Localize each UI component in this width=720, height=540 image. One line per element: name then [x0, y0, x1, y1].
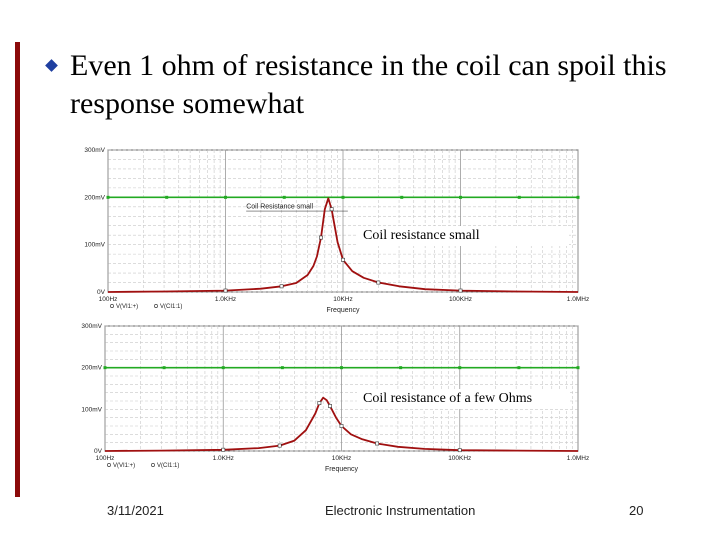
page-number: 20 — [629, 503, 644, 518]
x-tick-label: 100Hz — [99, 296, 118, 303]
y-tick-label: 300mV — [84, 147, 105, 154]
x-tick-label: 100KHz — [449, 296, 472, 303]
series-marker — [576, 195, 580, 199]
accent-bar — [15, 42, 20, 497]
x-tick-label: 1.0MHz — [567, 455, 589, 462]
x-axis-label: Frequency — [325, 466, 359, 473]
series-marker — [162, 366, 166, 370]
series-marker — [399, 366, 403, 370]
series-marker — [279, 284, 284, 289]
footer-date: 3/11/2021 — [107, 503, 164, 518]
legend-marker — [110, 304, 114, 308]
series-marker — [341, 195, 345, 199]
legend-marker — [107, 463, 111, 467]
series-marker — [517, 195, 521, 199]
series-marker — [457, 448, 462, 453]
x-tick-label: 1.0MHz — [567, 296, 589, 303]
x-axis-label: Frequency — [326, 307, 360, 314]
y-tick-label: 0V — [94, 448, 103, 455]
legend-marker — [151, 463, 155, 467]
series-marker — [221, 447, 226, 452]
annotation-few-ohms: Coil resistance of a few Ohms — [357, 389, 569, 409]
legend-entry: V(CI1:1) — [157, 463, 179, 469]
series-marker — [328, 404, 332, 408]
footer-title: Electronic Instrumentation — [325, 503, 476, 518]
legend-entry: V(VI1:+) — [116, 304, 138, 310]
series-marker — [277, 443, 282, 448]
bullet-diamond-icon — [45, 59, 58, 72]
slide-title: Even 1 ohm of resistance in the coil can… — [70, 49, 667, 120]
series-marker — [376, 280, 381, 285]
series-marker — [340, 366, 343, 370]
series-marker — [339, 424, 344, 428]
series-marker — [341, 257, 345, 262]
annotation-small-resistance: Coil resistance small — [357, 226, 569, 246]
trace-label: Coil Resistance small — [246, 204, 313, 211]
series-marker — [400, 195, 404, 199]
series-marker — [280, 366, 284, 370]
y-tick-label: 0V — [97, 289, 106, 296]
y-tick-label: 100mV — [84, 242, 105, 249]
legend-entry: V(VI1:+) — [113, 463, 135, 469]
series-marker — [224, 195, 227, 199]
series-marker — [106, 195, 110, 199]
x-tick-label: 10KHz — [333, 296, 353, 303]
x-tick-label: 100Hz — [96, 455, 115, 462]
series-line-response — [107, 197, 579, 293]
series-marker — [223, 288, 228, 293]
series-marker — [221, 366, 225, 370]
series-marker — [517, 366, 521, 370]
series-marker — [458, 366, 462, 370]
legend-marker — [154, 304, 158, 308]
y-tick-label: 300mV — [81, 323, 102, 330]
series-marker — [459, 195, 462, 199]
series-marker — [165, 195, 169, 199]
series-marker — [375, 441, 379, 446]
x-tick-label: 1.0KHz — [213, 455, 234, 462]
series-line-response — [104, 396, 579, 452]
series-marker — [458, 288, 463, 293]
series-marker — [282, 195, 286, 199]
legend-entry: V(CI1:1) — [160, 304, 182, 310]
x-tick-label: 100KHz — [448, 455, 471, 462]
series-marker — [103, 366, 107, 370]
y-tick-label: 200mV — [81, 365, 102, 372]
series-marker — [317, 401, 322, 405]
series-marker — [576, 366, 580, 370]
series-marker — [319, 235, 323, 240]
chart-few-ohms-resistance: 100Hz 1.0KHz 10KHz 100KHz 1.0MHz 0V 100mV 200mV… — [81, 323, 589, 473]
series-marker — [329, 207, 334, 212]
x-tick-label: 1.0KHz — [215, 296, 236, 303]
y-tick-label: 200mV — [84, 194, 105, 201]
chart-small-resistance: 100Hz 1.0KHz 10KHz 100KHz 1.0MHz 0V 100mV 200mV… — [84, 147, 589, 314]
y-tick-label: 100mV — [81, 406, 102, 413]
x-tick-label: 10KHz — [332, 455, 352, 462]
